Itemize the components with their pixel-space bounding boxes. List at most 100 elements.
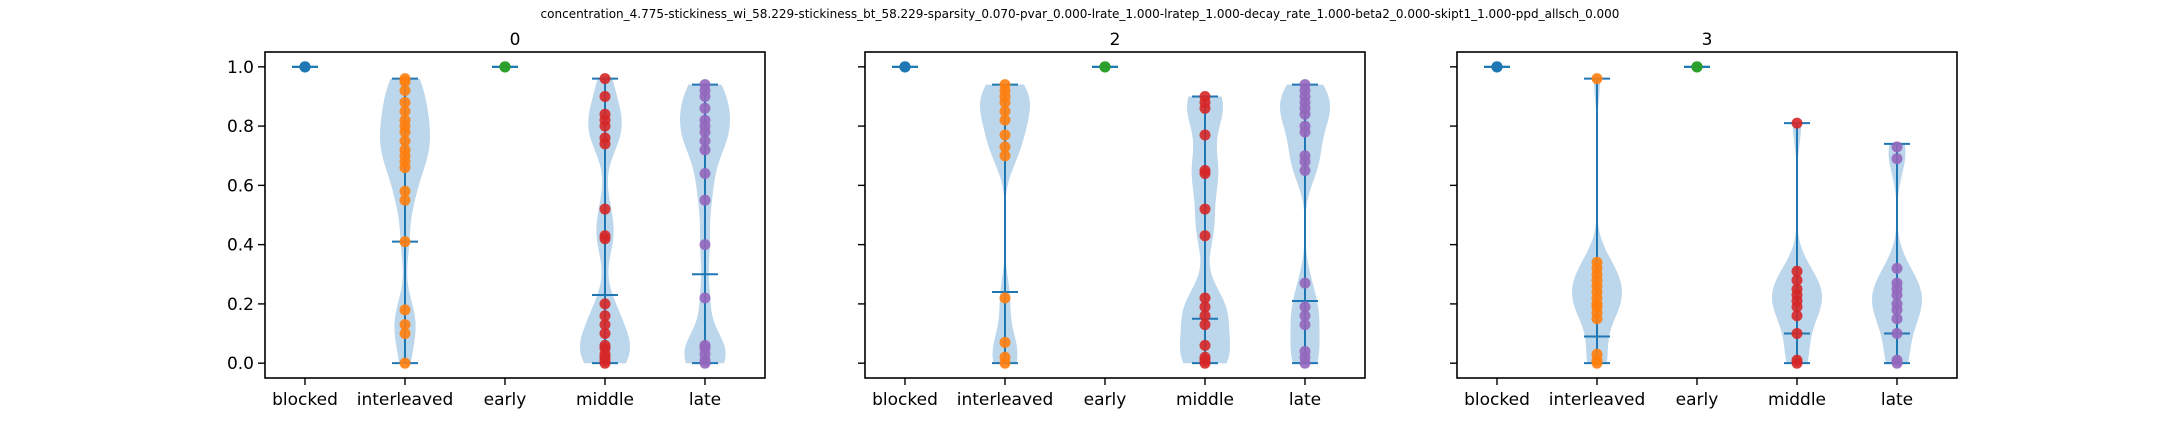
data-point xyxy=(599,339,611,351)
violin-interleaved xyxy=(980,79,1030,369)
data-point xyxy=(1491,61,1503,73)
data-point xyxy=(1791,265,1803,277)
data-point xyxy=(1891,141,1903,153)
data-point xyxy=(1199,165,1211,177)
data-point xyxy=(399,194,411,206)
data-point xyxy=(699,239,711,251)
data-point xyxy=(999,150,1011,162)
data-point xyxy=(1199,90,1211,102)
data-point xyxy=(1299,345,1311,357)
data-point xyxy=(399,236,411,248)
data-point xyxy=(1199,230,1211,242)
data-point xyxy=(1299,79,1311,91)
violin-late xyxy=(1280,79,1330,369)
data-point xyxy=(1591,73,1603,85)
data-point xyxy=(1299,165,1311,177)
panels: 0 0.0 0.2 0.4 0.6 0.8 1.0 blocked interleaved ear… xyxy=(227,30,1958,410)
data-point xyxy=(1199,339,1211,351)
data-point xyxy=(1199,351,1211,363)
data-point xyxy=(599,203,611,215)
xtick-label-late: late xyxy=(689,390,721,410)
data-point xyxy=(999,141,1011,153)
data-point xyxy=(699,292,711,304)
data-point xyxy=(399,319,411,331)
data-point xyxy=(699,168,711,180)
ytick-label: 1.0 xyxy=(227,58,254,78)
violin-early xyxy=(492,61,518,73)
xtick-label-late: late xyxy=(1289,390,1321,410)
data-point xyxy=(1691,61,1703,73)
data-point xyxy=(699,79,711,91)
data-point xyxy=(399,185,411,197)
data-point xyxy=(699,339,711,351)
data-point xyxy=(999,129,1011,141)
data-point xyxy=(1791,310,1803,322)
violin-body xyxy=(980,84,1030,364)
data-point xyxy=(1299,310,1311,322)
data-point xyxy=(599,132,611,144)
data-point xyxy=(1891,328,1903,340)
data-point xyxy=(399,328,411,340)
data-point xyxy=(599,310,611,322)
data-point xyxy=(499,61,511,73)
data-point xyxy=(399,96,411,108)
data-point xyxy=(1299,319,1311,331)
violin-blocked xyxy=(1484,61,1510,73)
data-point xyxy=(599,230,611,242)
data-point xyxy=(699,144,711,156)
data-point xyxy=(899,61,911,73)
data-point xyxy=(1199,203,1211,215)
axes-frame xyxy=(264,51,766,379)
xtick-label-interleaved: interleaved xyxy=(1549,390,1646,410)
data-point xyxy=(1891,313,1903,325)
data-point xyxy=(599,328,611,340)
panel-title: 0 xyxy=(510,30,521,50)
xtick-label-blocked: blocked xyxy=(1464,390,1530,410)
xtick-label-middle: middle xyxy=(576,390,634,410)
figure-suptitle: concentration_4.775-stickiness_wi_58.229… xyxy=(541,7,1620,21)
data-point xyxy=(399,85,411,97)
violin-late xyxy=(680,79,730,369)
data-point xyxy=(1199,310,1211,322)
data-point xyxy=(1299,120,1311,132)
xtick-label-middle: middle xyxy=(1176,390,1234,410)
ytick-label: 0.2 xyxy=(227,295,254,315)
violin-early xyxy=(1684,61,1710,73)
data-point xyxy=(399,357,411,369)
data-point xyxy=(1099,61,1111,73)
xtick-label-blocked: blocked xyxy=(872,390,938,410)
data-point xyxy=(399,135,411,147)
data-point xyxy=(599,319,611,331)
data-point xyxy=(1791,354,1803,366)
data-point xyxy=(1299,301,1311,313)
violin-panel-3: 3 blocked interleaved early middle late xyxy=(1450,30,1958,410)
violin-blocked xyxy=(892,61,918,73)
violin-middle xyxy=(1180,90,1230,369)
data-point xyxy=(1299,277,1311,289)
violin-middle xyxy=(1772,117,1822,369)
data-point xyxy=(399,144,411,156)
data-point xyxy=(1591,256,1603,268)
data-point xyxy=(999,336,1011,348)
data-point xyxy=(1591,348,1603,360)
ytick-label: 0.8 xyxy=(227,117,254,137)
axes-frame xyxy=(864,51,1366,379)
violin-interleaved xyxy=(380,73,430,369)
data-point xyxy=(1791,274,1803,286)
xtick-label-interleaved: interleaved xyxy=(957,390,1054,410)
data-point xyxy=(1891,153,1903,165)
ytick-label: 0.6 xyxy=(227,176,254,196)
data-point xyxy=(399,73,411,85)
violin-late xyxy=(1872,141,1922,369)
data-point xyxy=(1299,150,1311,162)
data-point xyxy=(699,114,711,126)
data-point xyxy=(1199,129,1211,141)
data-point xyxy=(599,73,611,85)
xtick-label-early: early xyxy=(1084,390,1127,410)
data-point xyxy=(1791,328,1803,340)
xtick-label-middle: middle xyxy=(1768,390,1826,410)
data-point xyxy=(699,135,711,147)
xtick-label-early: early xyxy=(484,390,527,410)
